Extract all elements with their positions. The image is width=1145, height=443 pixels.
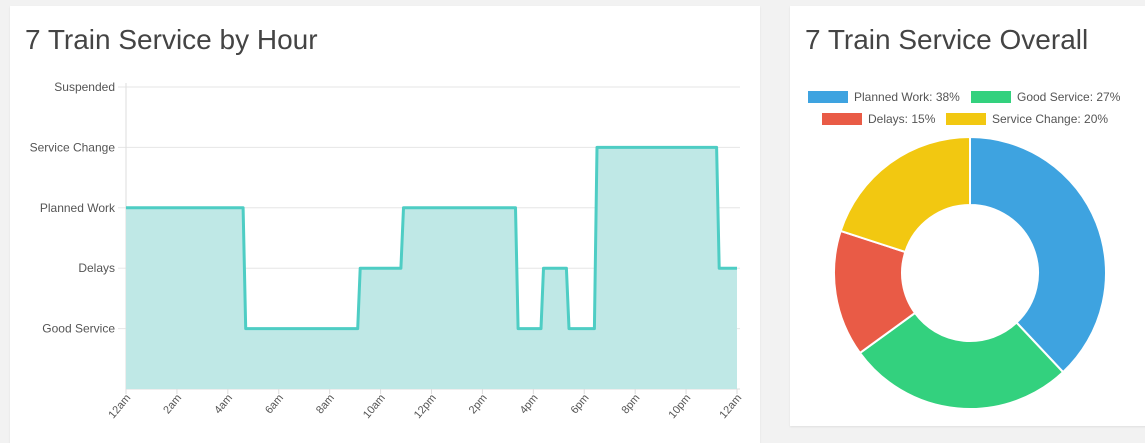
legend-label: Good Service: 27% [1017, 90, 1121, 104]
x-tick-label: 8pm [620, 392, 643, 416]
hourly-chart-title: 7 Train Service by Hour [25, 24, 318, 55]
legend-label: Service Change: 20% [992, 112, 1108, 126]
x-tick-label: 2pm [467, 392, 490, 416]
legend-swatch [971, 91, 1011, 103]
hourly-area-chart: Good Service Delays Planned Work Service Ch… [30, 80, 745, 421]
hourly-chart-card: 7 Train Service by Hour Good Service Dela… [10, 6, 760, 443]
y-tick-label: Service Change [30, 140, 116, 154]
overall-chart-card: 7 Train Service Overall Planned Work: 38… [790, 6, 1145, 426]
donut-slice [969, 135, 1107, 374]
x-tick-label: 10am [361, 392, 388, 421]
x-tick-label: 8am [314, 392, 337, 416]
x-tick-label: 12am [106, 392, 133, 421]
y-tick-label: Suspended [54, 80, 115, 94]
x-tick-label: 4am [212, 392, 235, 416]
legend-swatch [946, 113, 986, 125]
area-fill [126, 147, 737, 389]
x-tick-label: 10pm [666, 392, 693, 421]
x-tick-label: 2am [161, 392, 184, 416]
x-tick-label: 4pm [518, 392, 541, 416]
legend-swatch [808, 91, 848, 103]
y-tick-label: Delays [78, 261, 115, 275]
overall-chart-title: 7 Train Service Overall [805, 24, 1089, 55]
y-tick-label: Good Service [42, 322, 115, 336]
x-tick-label: 12pm [412, 392, 439, 421]
y-tick-label: Planned Work [40, 201, 116, 215]
x-tick-label: 6am [263, 392, 286, 416]
donut-slice [858, 311, 1065, 410]
service-line [126, 145, 737, 331]
x-tick-label: 6pm [569, 392, 592, 416]
x-tick-label: 12am [717, 392, 744, 421]
legend-label: Planned Work: 38% [854, 90, 960, 104]
legend-swatch [822, 113, 862, 125]
donut-slice [839, 135, 971, 254]
legend-label: Delays: 15% [868, 112, 936, 126]
overall-donut-chart: Planned Work: 38% Good Service: 27% Delays… [808, 90, 1121, 410]
